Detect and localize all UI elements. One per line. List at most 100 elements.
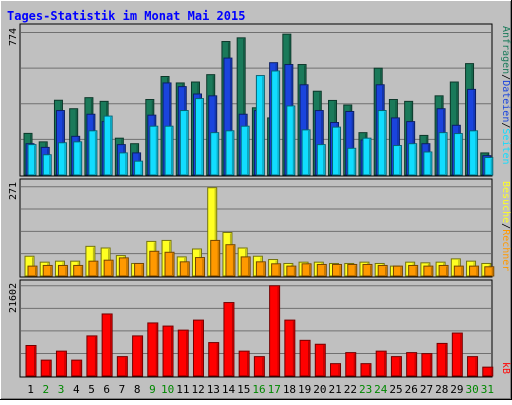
bar-seiten-day-23 <box>362 137 372 176</box>
x-tick-label-day-13: 13 <box>207 383 220 396</box>
bar-kb-day-1 <box>25 345 37 377</box>
x-tick-label-day-20: 20 <box>313 383 326 396</box>
x-tick-label-day-15: 15 <box>237 383 250 396</box>
bar-kb-day-27 <box>421 353 433 377</box>
bar-kb-day-7 <box>116 356 128 377</box>
bar-kb-day-26 <box>406 352 418 377</box>
x-tick-label-day-5: 5 <box>88 383 95 396</box>
bar-rechner-day-5 <box>88 260 99 277</box>
right-axis-label-besuche: Besuche <box>500 181 511 223</box>
bar-kb-day-30 <box>467 356 479 377</box>
bar-rechner-day-7 <box>118 257 129 277</box>
bar-kb-day-25 <box>390 356 402 377</box>
x-tick-label-day-8: 8 <box>134 383 141 396</box>
right-axis-separator: / <box>500 74 511 80</box>
bar-rechner-day-17 <box>271 263 282 277</box>
bar-seiten-day-1 <box>27 144 37 176</box>
bar-kb-day-20 <box>314 343 326 377</box>
y-axis-max-label-top: 774 <box>8 28 19 46</box>
bar-seiten-day-15 <box>240 125 250 176</box>
x-tick-label-day-16: 16 <box>252 383 265 396</box>
bar-seiten-day-30 <box>469 130 479 176</box>
x-tick-label-day-23: 23 <box>359 383 372 396</box>
bar-rechner-day-25 <box>392 265 403 277</box>
right-axis-label-group: kB <box>500 362 511 374</box>
bar-rechner-day-6 <box>103 259 114 277</box>
bar-rechner-day-22 <box>347 263 358 277</box>
bar-seiten-day-21 <box>332 126 342 176</box>
bar-seiten-day-8 <box>134 160 144 176</box>
bar-seiten-day-11 <box>179 110 189 176</box>
bar-seiten-day-4 <box>73 141 83 176</box>
bar-rechner-day-9 <box>149 250 160 277</box>
x-tick-label-day-12: 12 <box>191 383 204 396</box>
bar-rechner-day-31 <box>484 266 495 277</box>
bar-kb-day-14 <box>223 302 235 377</box>
x-tick-label-day-26: 26 <box>405 383 418 396</box>
bar-seiten-day-31 <box>484 157 494 176</box>
bar-kb-day-3 <box>55 350 67 377</box>
x-tick-label-day-4: 4 <box>73 383 80 396</box>
bar-kb-day-11 <box>177 329 189 377</box>
x-tick-label-day-10: 10 <box>161 383 174 396</box>
bar-seiten-day-16 <box>255 75 265 176</box>
bar-rechner-day-29 <box>453 265 464 277</box>
bar-seiten-day-29 <box>453 133 463 176</box>
bar-kb-day-24 <box>375 350 387 377</box>
bar-kb-day-10 <box>162 325 174 377</box>
x-tick-label-day-14: 14 <box>222 383 236 396</box>
x-axis-tick-labels: 1 2 3 4 5 6 7 8 9 10 11 12 13 14 15 16 17 18 19 20 21 22 23 24 2… <box>27 383 494 396</box>
bar-seiten-day-10 <box>164 125 174 176</box>
bar-seiten-day-25 <box>392 145 402 176</box>
x-tick-label-day-18: 18 <box>283 383 296 396</box>
bar-kb-day-5 <box>86 335 98 377</box>
right-axis-label-group: Besuche/Rechner <box>500 181 511 271</box>
bar-kb-day-12 <box>192 319 204 377</box>
y-axis-max-label-middle: 271 <box>8 182 19 200</box>
x-tick-label-day-30: 30 <box>466 383 479 396</box>
bar-seiten-day-28 <box>438 132 448 176</box>
bar-rechner-day-13 <box>210 239 221 277</box>
x-tick-label-day-24: 24 <box>374 383 388 396</box>
panel-bottom <box>19 279 494 378</box>
bar-kb-day-4 <box>71 359 83 377</box>
right-axis-label-dateien: Dateien <box>500 80 511 122</box>
bar-rechner-day-24 <box>377 264 388 277</box>
right-axis-label-kb: kB <box>500 362 511 374</box>
x-tick-label-day-1: 1 <box>27 383 34 396</box>
bar-seiten-day-24 <box>377 110 387 176</box>
x-tick-label-day-2: 2 <box>43 383 50 396</box>
bar-kb-day-31 <box>482 366 494 377</box>
x-tick-label-day-19: 19 <box>298 383 311 396</box>
x-tick-label-day-28: 28 <box>435 383 448 396</box>
bar-seiten-day-2 <box>42 154 52 176</box>
x-tick-label-day-6: 6 <box>103 383 110 396</box>
bar-seiten-day-9 <box>149 125 159 176</box>
right-axis-label-anfragen: Anfragen <box>500 26 511 74</box>
bar-rechner-day-3 <box>57 264 68 277</box>
panel-middle <box>19 178 495 278</box>
bar-rechner-day-18 <box>286 265 297 277</box>
right-axis-label-rechner: Rechner <box>500 229 511 271</box>
bar-seiten-day-22 <box>347 147 357 176</box>
x-tick-label-day-29: 29 <box>450 383 463 396</box>
bar-rechner-day-19 <box>301 263 312 277</box>
bar-rechner-day-12 <box>194 257 205 277</box>
bar-seiten-day-19 <box>301 129 311 176</box>
x-tick-label-day-31: 31 <box>481 383 494 396</box>
bar-rechner-day-4 <box>73 264 84 277</box>
right-axis-separator: / <box>500 122 511 128</box>
bar-rechner-day-28 <box>438 264 449 277</box>
x-tick-label-day-3: 3 <box>58 383 65 396</box>
x-tick-label-day-17: 17 <box>268 383 281 396</box>
bar-kb-day-29 <box>451 332 463 377</box>
bar-rechner-day-30 <box>469 265 480 277</box>
bar-rechner-day-14 <box>225 244 236 277</box>
x-tick-label-day-22: 22 <box>344 383 357 396</box>
x-tick-label-day-7: 7 <box>119 383 126 396</box>
chart-panels <box>19 23 495 378</box>
bar-kb-day-6 <box>101 313 113 377</box>
bar-seiten-day-12 <box>194 98 204 176</box>
